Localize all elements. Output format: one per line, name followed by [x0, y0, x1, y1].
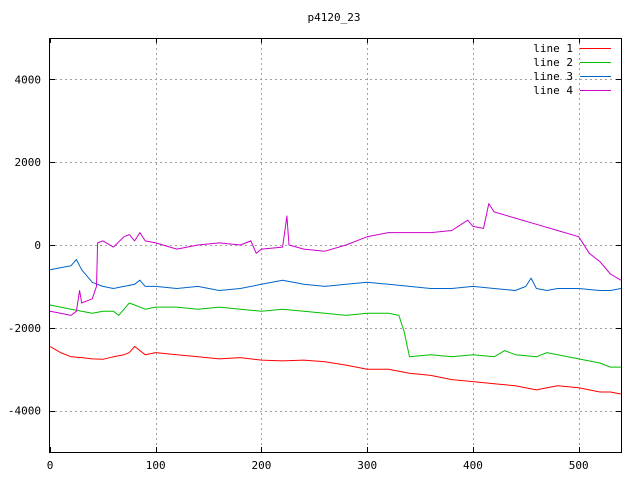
plot-frame — [49, 38, 622, 453]
axis-tick-labels: 0 100 200 300 400 500 -4000 -2000 0 2000 4000 — [8, 38, 621, 472]
series-line-4 — [49, 203, 622, 316]
grid-lines — [50, 38, 621, 452]
legend-label: line 1 — [533, 42, 573, 55]
x-tick-label: 500 — [569, 459, 589, 472]
x-tick-label: 0 — [47, 459, 54, 472]
y-tick-label: 4000 — [15, 73, 42, 86]
x-tick-label: 100 — [146, 459, 166, 472]
y-tick-label: -2000 — [8, 322, 41, 335]
y-tick-label: 0 — [34, 239, 41, 252]
x-tick-label: 200 — [252, 459, 272, 472]
chart-title: p4120_23 — [308, 11, 361, 24]
legend-label: line 4 — [533, 84, 573, 97]
x-tick-label: 300 — [357, 459, 377, 472]
x-tick-label: 400 — [463, 459, 483, 472]
legend-label: line 2 — [533, 56, 573, 69]
series-lines — [49, 203, 622, 395]
series-line-1 — [49, 345, 622, 395]
y-tick-label: -4000 — [8, 405, 41, 418]
y-tick-label: 2000 — [15, 156, 42, 169]
series-line-3 — [49, 259, 622, 291]
legend-label: line 3 — [533, 70, 573, 83]
series-line-2 — [49, 302, 621, 368]
